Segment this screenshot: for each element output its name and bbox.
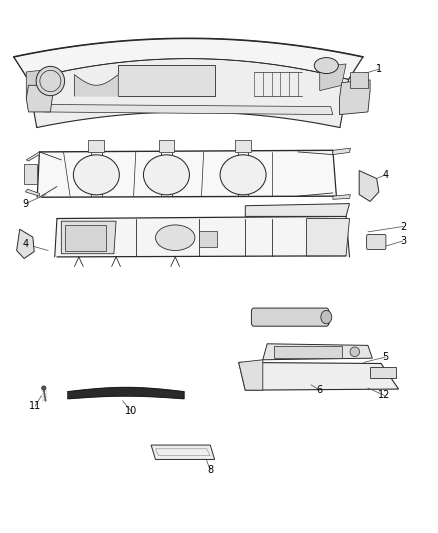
Bar (118, 65, 215, 96)
Text: 9: 9 (22, 199, 28, 208)
Bar (274, 346, 342, 358)
Polygon shape (307, 219, 350, 256)
Polygon shape (37, 150, 336, 197)
Polygon shape (25, 189, 39, 196)
Polygon shape (74, 75, 118, 96)
Polygon shape (333, 195, 350, 199)
Text: 8: 8 (207, 465, 213, 475)
Bar (235, 140, 251, 152)
Bar (159, 140, 174, 152)
Ellipse shape (42, 386, 46, 390)
Text: 1: 1 (376, 64, 382, 74)
Polygon shape (239, 362, 399, 390)
Polygon shape (26, 152, 39, 161)
Polygon shape (245, 204, 350, 216)
Polygon shape (151, 445, 215, 459)
Text: 5: 5 (382, 352, 389, 362)
Ellipse shape (36, 66, 65, 96)
Polygon shape (68, 387, 184, 399)
Polygon shape (55, 216, 350, 257)
Ellipse shape (314, 58, 338, 74)
Text: 4: 4 (22, 239, 28, 249)
Polygon shape (339, 80, 370, 115)
FancyBboxPatch shape (367, 235, 386, 249)
Bar (24, 164, 37, 184)
Polygon shape (359, 171, 379, 201)
Text: 6: 6 (317, 385, 323, 395)
Polygon shape (239, 360, 263, 390)
Polygon shape (61, 221, 116, 254)
Polygon shape (44, 104, 333, 115)
Polygon shape (28, 59, 349, 127)
Bar (65, 225, 106, 251)
Text: 3: 3 (400, 236, 406, 246)
Ellipse shape (143, 155, 189, 195)
Polygon shape (26, 69, 50, 99)
Polygon shape (263, 344, 372, 360)
Ellipse shape (155, 225, 195, 251)
Bar (199, 231, 217, 247)
Polygon shape (26, 85, 53, 112)
Text: 7: 7 (325, 316, 332, 326)
Ellipse shape (220, 155, 266, 195)
Text: 12: 12 (378, 391, 391, 400)
Polygon shape (333, 148, 350, 155)
Bar (370, 367, 396, 378)
Polygon shape (320, 64, 346, 91)
Text: 10: 10 (125, 407, 138, 416)
Text: 2: 2 (400, 222, 406, 231)
Bar (88, 140, 104, 152)
Polygon shape (17, 229, 34, 259)
Polygon shape (14, 38, 363, 79)
FancyBboxPatch shape (251, 308, 329, 326)
Ellipse shape (321, 310, 332, 324)
Ellipse shape (350, 347, 360, 357)
Ellipse shape (74, 155, 119, 195)
Text: 11: 11 (29, 401, 41, 411)
Text: 4: 4 (382, 170, 389, 180)
Bar (350, 72, 368, 88)
